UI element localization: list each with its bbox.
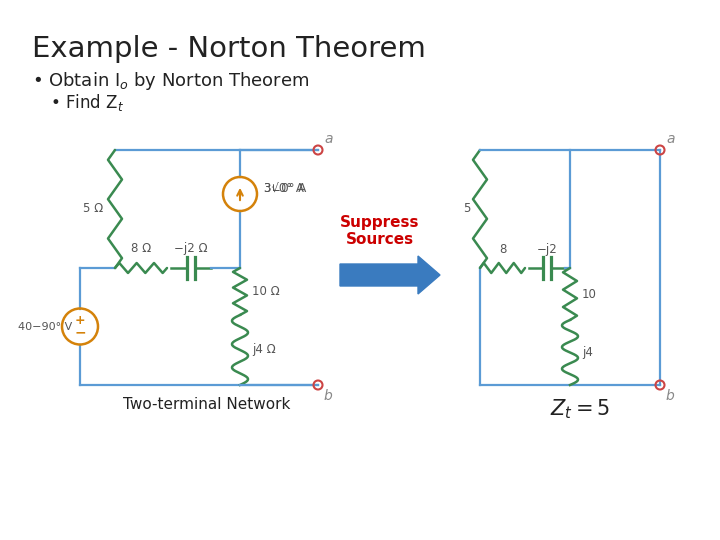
Text: −j2 Ω: −j2 Ω — [174, 242, 208, 255]
Text: 3∟0° A: 3∟0° A — [264, 183, 306, 195]
FancyArrow shape — [340, 256, 440, 294]
Text: b: b — [666, 389, 675, 403]
Text: 5 Ω: 5 Ω — [83, 202, 103, 215]
Text: j4: j4 — [582, 346, 593, 359]
Text: Example - Norton Theorem: Example - Norton Theorem — [32, 35, 426, 63]
Text: j4 Ω: j4 Ω — [252, 343, 276, 356]
Text: 3√0° A: 3√0° A — [264, 183, 304, 195]
Text: 10: 10 — [582, 287, 597, 300]
Text: 5: 5 — [463, 202, 470, 215]
Text: a: a — [666, 132, 675, 146]
Text: $Z_t = 5$: $Z_t = 5$ — [550, 397, 610, 421]
Text: −j2: −j2 — [536, 243, 557, 256]
Text: 8: 8 — [499, 243, 506, 256]
Text: 10 Ω: 10 Ω — [252, 285, 280, 298]
Text: a: a — [324, 132, 333, 146]
Text: • Find Z$_t$: • Find Z$_t$ — [50, 92, 124, 113]
Text: • Obtain I$_o$ by Norton Theorem: • Obtain I$_o$ by Norton Theorem — [32, 70, 310, 92]
Text: 40−90° V: 40−90° V — [18, 321, 72, 332]
Text: Suppress
Sources: Suppress Sources — [341, 214, 420, 247]
Text: +: + — [75, 314, 85, 327]
Text: −: − — [74, 326, 86, 340]
Text: b: b — [324, 389, 333, 403]
Text: 8 Ω: 8 Ω — [131, 242, 151, 255]
Text: Two-terminal Network: Two-terminal Network — [123, 397, 290, 412]
